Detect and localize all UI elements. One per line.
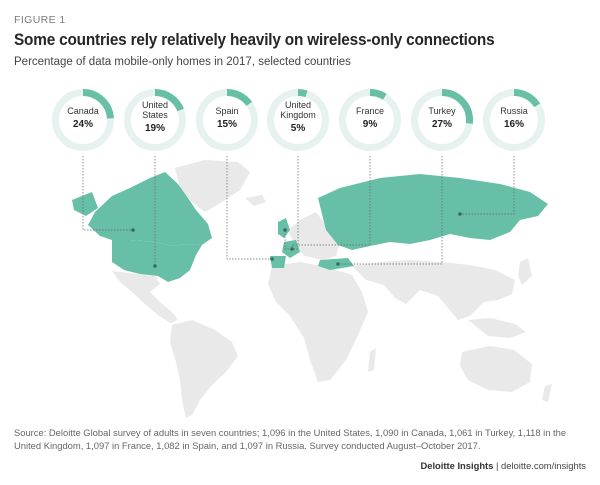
map-russia <box>318 174 548 250</box>
world-map <box>72 160 552 418</box>
map-iceland <box>245 195 266 206</box>
donut-row: Canada24%UnitedStates19%Spain15%UnitedKi… <box>52 89 545 151</box>
leader-lines <box>82 156 515 266</box>
donut-arc <box>267 89 329 151</box>
map-southeast-asia <box>468 318 526 338</box>
map-new-zealand <box>542 384 552 402</box>
country-name: United <box>285 100 311 110</box>
country-name: Spain <box>215 106 238 116</box>
map-south-america <box>170 320 238 418</box>
map-greenland <box>175 160 250 212</box>
donut-arc <box>52 89 114 151</box>
donut-russia: Russia 16% <box>483 89 545 151</box>
map-alaska <box>72 192 98 216</box>
map-japan <box>518 258 532 285</box>
map-spain <box>270 256 286 268</box>
donut-arc <box>196 89 258 151</box>
capital-dot-united-states <box>153 264 157 268</box>
country-name: France <box>356 106 384 116</box>
donut-arc <box>124 89 186 151</box>
credit-separator: | <box>493 460 502 471</box>
capital-dot-united-kingdom <box>283 228 287 232</box>
leader-canada <box>82 156 133 231</box>
country-value: 24% <box>73 119 93 130</box>
country-value: 19% <box>145 123 165 134</box>
leader-turkey <box>338 156 443 265</box>
map-australia <box>460 346 532 392</box>
country-name: United <box>142 100 168 110</box>
country-value: 15% <box>217 119 237 130</box>
map-turkey <box>318 258 354 270</box>
brand-name: Deloitte Insights <box>420 460 494 471</box>
country-name: States <box>142 110 168 120</box>
donut-arc <box>339 89 401 151</box>
leader-russia <box>460 156 515 215</box>
map-middle-east-asia <box>352 260 515 320</box>
map-africa <box>268 262 368 382</box>
leader-spain <box>226 156 272 260</box>
country-value: 9% <box>363 119 378 130</box>
donut-arc <box>411 89 473 151</box>
chart-subtitle: Percentage of data mobile-only homes in … <box>14 56 351 68</box>
country-name: Russia <box>500 106 528 116</box>
leader-france <box>291 156 371 249</box>
capital-dot-turkey <box>336 262 340 266</box>
source-note: Source: Deloitte Global survey of adults… <box>14 427 567 451</box>
map-madagascar <box>368 348 376 372</box>
map-europe <box>288 212 340 260</box>
chart-title: Some countries rely relatively heavily o… <box>14 31 495 49</box>
credit-line: Deloitte Insights | deloitte.com/insight… <box>420 460 586 471</box>
figure-label: FIGURE 1 <box>14 14 66 26</box>
country-name: Kingdom <box>280 110 316 120</box>
country-name: Turkey <box>428 106 456 116</box>
brand-link[interactable]: deloitte.com/insights <box>501 460 586 471</box>
country-value: 16% <box>504 119 524 130</box>
country-name: Canada <box>67 106 99 116</box>
map-united-kingdom <box>278 218 290 238</box>
donut-canada: Canada 24% <box>52 89 114 151</box>
donut-map-chart: Canada24%UnitedStates19%Spain15%UnitedKi… <box>52 89 552 418</box>
country-value: 27% <box>432 119 452 130</box>
country-value: 5% <box>291 123 306 134</box>
donut-spain: Spain 15% <box>196 89 258 151</box>
map-united-states <box>112 240 202 282</box>
donut-turkey: Turkey 27% <box>411 89 473 151</box>
leader-united-kingdom <box>284 156 299 250</box>
donut-arc <box>483 89 545 151</box>
map-mexico-central-america <box>112 271 178 323</box>
donut-france: France 9% <box>339 89 401 151</box>
map-canada <box>88 172 212 246</box>
